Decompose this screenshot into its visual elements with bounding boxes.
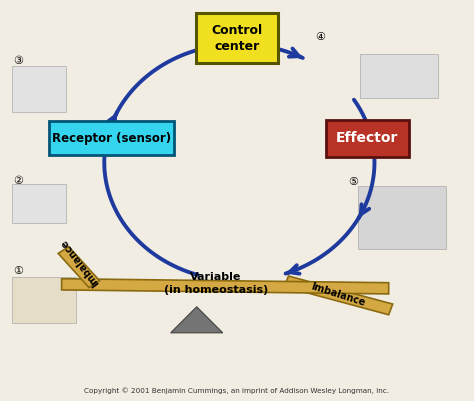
Text: Imbalance: Imbalance (310, 281, 366, 308)
Text: ②: ② (13, 176, 23, 186)
Text: Control
center: Control center (211, 24, 263, 53)
FancyBboxPatch shape (48, 121, 174, 155)
Text: Effector: Effector (336, 132, 399, 145)
Polygon shape (62, 279, 389, 294)
FancyBboxPatch shape (326, 120, 409, 157)
FancyBboxPatch shape (358, 186, 446, 249)
Text: ③: ③ (13, 56, 23, 66)
Polygon shape (171, 307, 223, 333)
FancyBboxPatch shape (195, 13, 279, 63)
Text: Imbalance: Imbalance (59, 237, 101, 288)
Text: ⑤: ⑤ (348, 178, 358, 187)
Polygon shape (284, 276, 392, 315)
Text: Variable
(in homeostasis): Variable (in homeostasis) (164, 272, 268, 295)
Text: Receptor (sensor): Receptor (sensor) (52, 132, 171, 145)
FancyBboxPatch shape (12, 66, 66, 112)
Text: ①: ① (13, 266, 23, 275)
FancyBboxPatch shape (12, 184, 66, 223)
Polygon shape (58, 247, 100, 288)
Text: ④: ④ (315, 32, 325, 42)
FancyBboxPatch shape (360, 54, 438, 98)
Text: Copyright © 2001 Benjamin Cummings, an imprint of Addison Wesley Longman, Inc.: Copyright © 2001 Benjamin Cummings, an i… (84, 387, 390, 394)
FancyBboxPatch shape (12, 277, 76, 323)
